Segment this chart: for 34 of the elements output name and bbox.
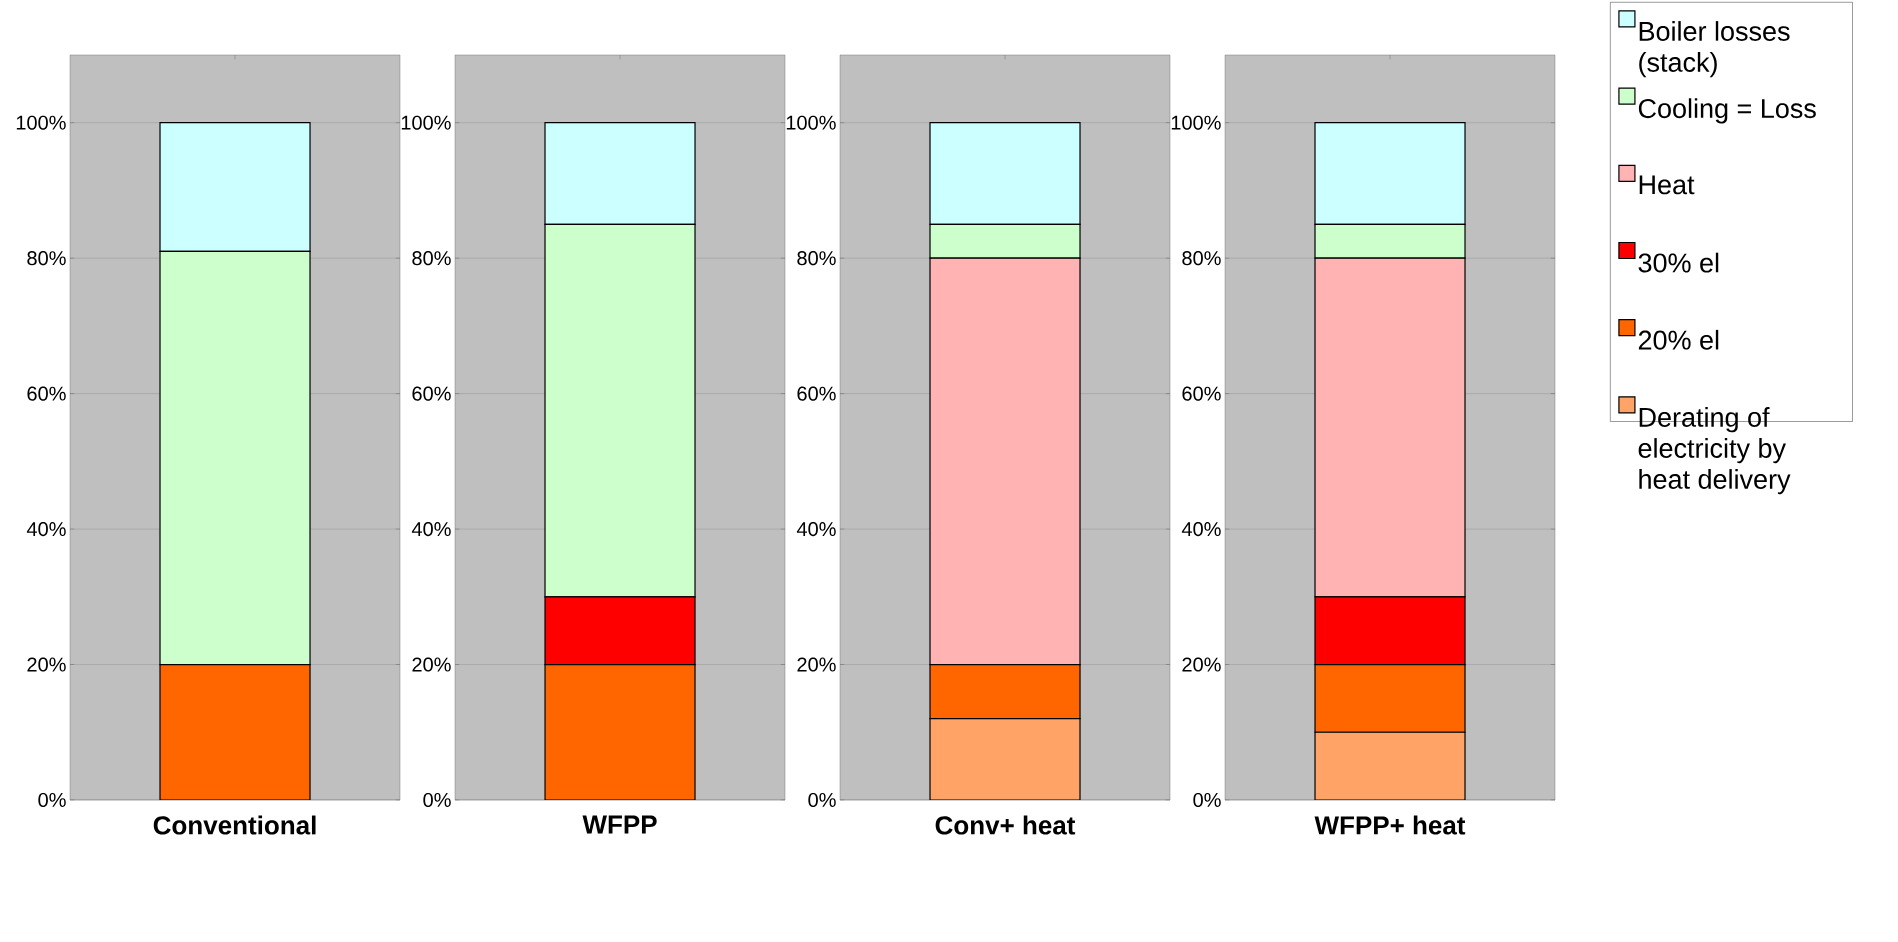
y-tick-label: 80% (27, 251, 66, 266)
legend-label: 20% el (1638, 329, 1719, 350)
y-tick-label: 60% (27, 386, 66, 401)
legend-label: 30% el (1638, 252, 1719, 273)
legend-label: Heat (1639, 175, 1695, 195)
y-tick-label: 40% (26, 522, 66, 537)
x-tick-label: Conv+ heat (935, 815, 1076, 835)
y-tick-label: 60% (797, 386, 836, 401)
y-tick-label: 0% (808, 792, 836, 808)
y-tick-label: 20% (797, 657, 836, 672)
y-tick-label: 80% (1182, 251, 1221, 266)
y-tick-label: 100% (401, 115, 451, 130)
y-tick-label: 0% (38, 792, 66, 808)
y-tick-label: 40% (1181, 522, 1221, 537)
y-tick-label: 80% (412, 251, 451, 266)
legend-label: Boiler losses (stack) (1639, 21, 1790, 78)
x-tick-label: WFPP+ heat (1314, 815, 1466, 835)
legend-label: Cooling = Loss (1638, 98, 1816, 124)
y-tick-label: 100% (786, 115, 836, 130)
x-tick-label: WFPP (582, 815, 657, 834)
y-tick-label: 100% (1171, 115, 1221, 130)
legend-label: Derating of electricity by heat delivery (1638, 407, 1791, 495)
y-tick-label: 40% (411, 522, 451, 537)
x-tick-label: Conventional (153, 815, 316, 835)
y-tick-label: 60% (1182, 386, 1221, 401)
y-tick-label: 20% (27, 657, 66, 672)
y-tick-label: 80% (797, 251, 836, 266)
y-tick-label: 0% (1193, 792, 1221, 808)
y-tick-label: 100% (16, 115, 66, 130)
y-tick-label: 0% (423, 792, 451, 808)
y-tick-label: 20% (1182, 657, 1221, 672)
y-tick-label: 20% (412, 657, 451, 672)
y-tick-label: 40% (796, 522, 836, 537)
y-tick-label: 60% (412, 386, 451, 401)
